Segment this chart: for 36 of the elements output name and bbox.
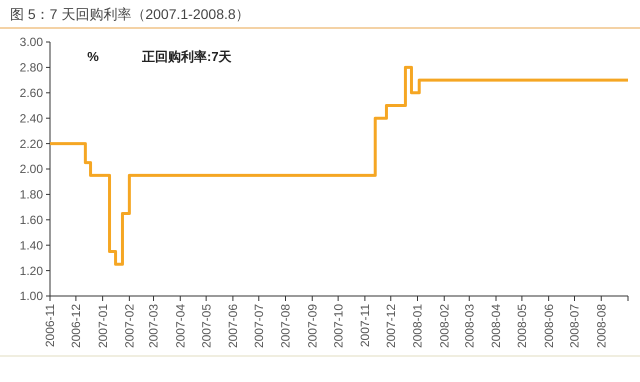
x-tick-label: 2006-12 (69, 304, 84, 348)
y-tick-label: 2.00 (20, 162, 44, 176)
x-tick-label: 2008-01 (410, 304, 425, 348)
x-tick-label: 2007-12 (384, 304, 398, 348)
x-tick-label: 2007-10 (331, 304, 346, 348)
x-tick-label: 2008-02 (437, 304, 452, 348)
x-tick-label: 2007-08 (278, 304, 293, 348)
x-tick-label: 2007-09 (305, 304, 320, 348)
x-tick-label: 2006-11 (43, 304, 58, 348)
y-tick-label: 1.00 (20, 289, 44, 304)
x-tick-label: 2007-04 (173, 304, 188, 348)
x-tick-label: 2007-11 (358, 304, 372, 348)
x-tick-label: 2008-03 (462, 304, 476, 348)
x-tick-label: 2007-05 (199, 304, 214, 348)
x-tick-label: 2007-02 (122, 304, 137, 348)
y-tick-label: 1.60 (20, 213, 44, 227)
x-tick-label: 2007-06 (226, 304, 240, 348)
x-tick-label: 2007-01 (96, 304, 110, 348)
x-tick-label: 2008-05 (515, 304, 530, 348)
y-tick-label: 2.80 (20, 60, 44, 75)
chart-title: 图 5：7 天回购利率（2007.1-2008.8） (10, 6, 250, 22)
x-tick-label: 2007-03 (146, 304, 161, 348)
y-tick-label: 3.00 (20, 35, 44, 50)
y-axis-title: % (87, 49, 100, 64)
x-tick-label: 2008-06 (542, 304, 556, 348)
y-tick-label: 1.80 (20, 188, 44, 202)
x-tick-label: 2007-07 (252, 304, 266, 348)
y-tick-label: 2.20 (20, 136, 44, 151)
x-tick-label: 2008-08 (594, 304, 608, 348)
annotation: 正回购利率:7天 (141, 49, 233, 64)
y-tick-label: 2.60 (20, 86, 44, 100)
y-tick-label: 1.20 (20, 264, 44, 278)
y-tick-label: 1.40 (20, 238, 44, 252)
y-tick-label: 2.40 (20, 111, 44, 126)
x-tick-label: 2008-07 (568, 304, 582, 348)
x-tick-label: 2008-04 (489, 304, 504, 348)
